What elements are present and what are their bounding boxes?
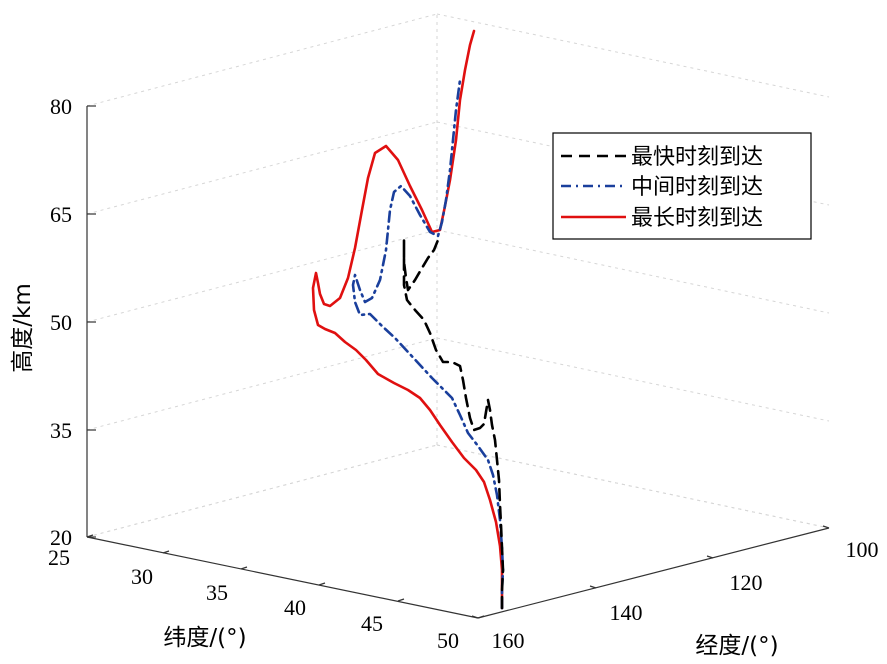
y-tick-label: 35 (206, 580, 228, 605)
grid-line-z (86, 13, 438, 107)
legend-label-middle: 中间时刻到达 (631, 175, 763, 200)
x-axis-title: 经度/(°) (695, 633, 778, 659)
y-tick-mark (240, 566, 248, 570)
y-tick-mark (477, 615, 485, 619)
x-tick-mark (589, 585, 597, 589)
y-tick-label: 45 (361, 611, 383, 636)
series (311, 29, 505, 610)
z-tick-label: 80 (50, 94, 72, 119)
x-tick-mark (822, 525, 830, 529)
legend-label-fastest: 最快时刻到达 (631, 145, 763, 170)
z-axis-title: 高度/km (10, 283, 36, 372)
y-tick-label: 40 (284, 595, 306, 620)
ticks (86, 105, 830, 619)
x-tick-label: 100 (846, 537, 879, 562)
x-tick-mark (706, 555, 714, 559)
grid-line-floor-left (86, 444, 438, 538)
x-axis-line (477, 527, 830, 619)
x-tick-mark (471, 615, 479, 619)
y-tick-mark (86, 534, 94, 538)
grid-line-z (86, 229, 438, 323)
y-tick-mark (162, 550, 170, 554)
grid-line-z (436, 337, 830, 422)
grid-line-z (86, 337, 438, 431)
z-tick-label: 35 (50, 418, 72, 443)
grid-line-z (86, 121, 438, 215)
y-axis-title: 纬度/(°) (163, 625, 246, 651)
grid-line-z (86, 444, 438, 538)
legend: 最快时刻到达 中间时刻到达 最长时刻到达 (552, 132, 812, 240)
z-tick-label: 65 (50, 202, 72, 227)
y-tick-mark (397, 598, 405, 602)
series-line-0 (402, 238, 505, 610)
grid-lines (86, 13, 830, 538)
z-tick-label: 50 (50, 310, 72, 335)
y-axis-line (86, 536, 479, 619)
y-tick-label: 30 (131, 564, 153, 589)
grid-line-z (436, 13, 830, 98)
x-tick-label: 120 (730, 570, 763, 595)
x-tick-label: 140 (610, 600, 643, 625)
series-line-1 (351, 78, 505, 610)
y-tick-mark (318, 582, 326, 586)
y-tick-label: 50 (437, 628, 459, 653)
grid-line-z (436, 229, 830, 314)
z-tick-label: 20 (50, 525, 72, 550)
series-line-2 (311, 29, 504, 610)
y-tick-label: 25 (48, 545, 70, 570)
legend-box (552, 132, 812, 240)
legend-label-longest: 最长时刻到达 (631, 206, 763, 231)
x-tick-label: 160 (492, 628, 525, 653)
